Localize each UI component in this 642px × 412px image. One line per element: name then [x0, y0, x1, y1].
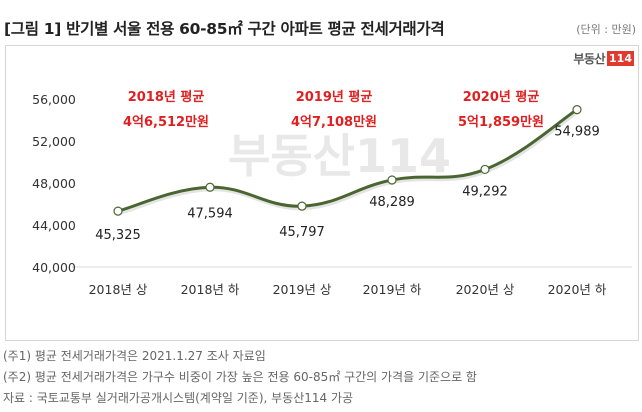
chart-frame — [5, 45, 639, 341]
annotation-value: 4억7,108만원 — [291, 114, 377, 130]
annotation-year: 2019년 평균 — [296, 89, 373, 105]
watermark: 부동산114 — [228, 129, 451, 183]
x-tick-label: 2018년 하 — [181, 282, 240, 297]
x-tick-label: 2018년 상 — [89, 282, 148, 297]
data-label: 48,289 — [369, 195, 415, 210]
y-tick-label: 44,000 — [32, 218, 76, 233]
data-label: 47,594 — [187, 206, 233, 221]
data-label: 49,292 — [462, 184, 508, 199]
data-label: 45,797 — [279, 225, 325, 240]
logo: 부동산 114 — [573, 50, 634, 67]
data-point — [297, 201, 307, 211]
annotation-year: 2018년 평균 — [128, 89, 205, 105]
y-tick-label: 52,000 — [32, 134, 76, 149]
x-tick-label: 2019년 상 — [273, 282, 332, 297]
data-point — [572, 105, 582, 115]
data-point — [480, 164, 490, 175]
logo-badge: 114 — [607, 51, 634, 66]
data-label: 45,325 — [95, 228, 141, 243]
y-tick-label: 48,000 — [32, 176, 76, 191]
footnote-2: (주2) 평균 전세거래가격은 가구수 비중이 가장 높은 전용 60-85㎡ … — [3, 370, 477, 384]
data-label: 54,989 — [554, 125, 600, 140]
y-tick-label: 56,000 — [32, 92, 76, 107]
x-tick-label: 2020년 하 — [548, 282, 607, 297]
logo-text: 부동산 — [573, 52, 606, 66]
data-line — [117, 108, 578, 213]
footnote-3: 자료 : 국토교통부 실거래가공개시스템(계약일 기준), 부동산114 가공 — [3, 391, 354, 405]
footnotes: (주1) 평균 전세거래가격은 2021.1.27 조사 자료임 (주2) 평균… — [3, 346, 477, 409]
x-tick-label: 2020년 상 — [456, 282, 515, 297]
data-point — [205, 182, 215, 192]
x-tick-label: 2019년 하 — [363, 282, 422, 297]
line-shadow — [118, 109, 580, 216]
data-point — [113, 206, 123, 216]
y-tick-label: 40,000 — [32, 260, 76, 275]
annotation-year: 2020년 평균 — [463, 89, 540, 105]
annotation-value: 5억1,859만원 — [458, 114, 544, 130]
chart-title: [그림 1] 반기별 서울 전용 60-85㎡ 구간 아파트 평균 전세거래가격 — [4, 20, 445, 38]
footnote-1: (주1) 평균 전세거래가격은 2021.1.27 조사 자료임 — [3, 349, 266, 363]
unit-label: (단위 : 만원) — [576, 23, 636, 36]
annotation-value: 4억6,512만원 — [123, 114, 209, 130]
data-point — [387, 175, 397, 185]
